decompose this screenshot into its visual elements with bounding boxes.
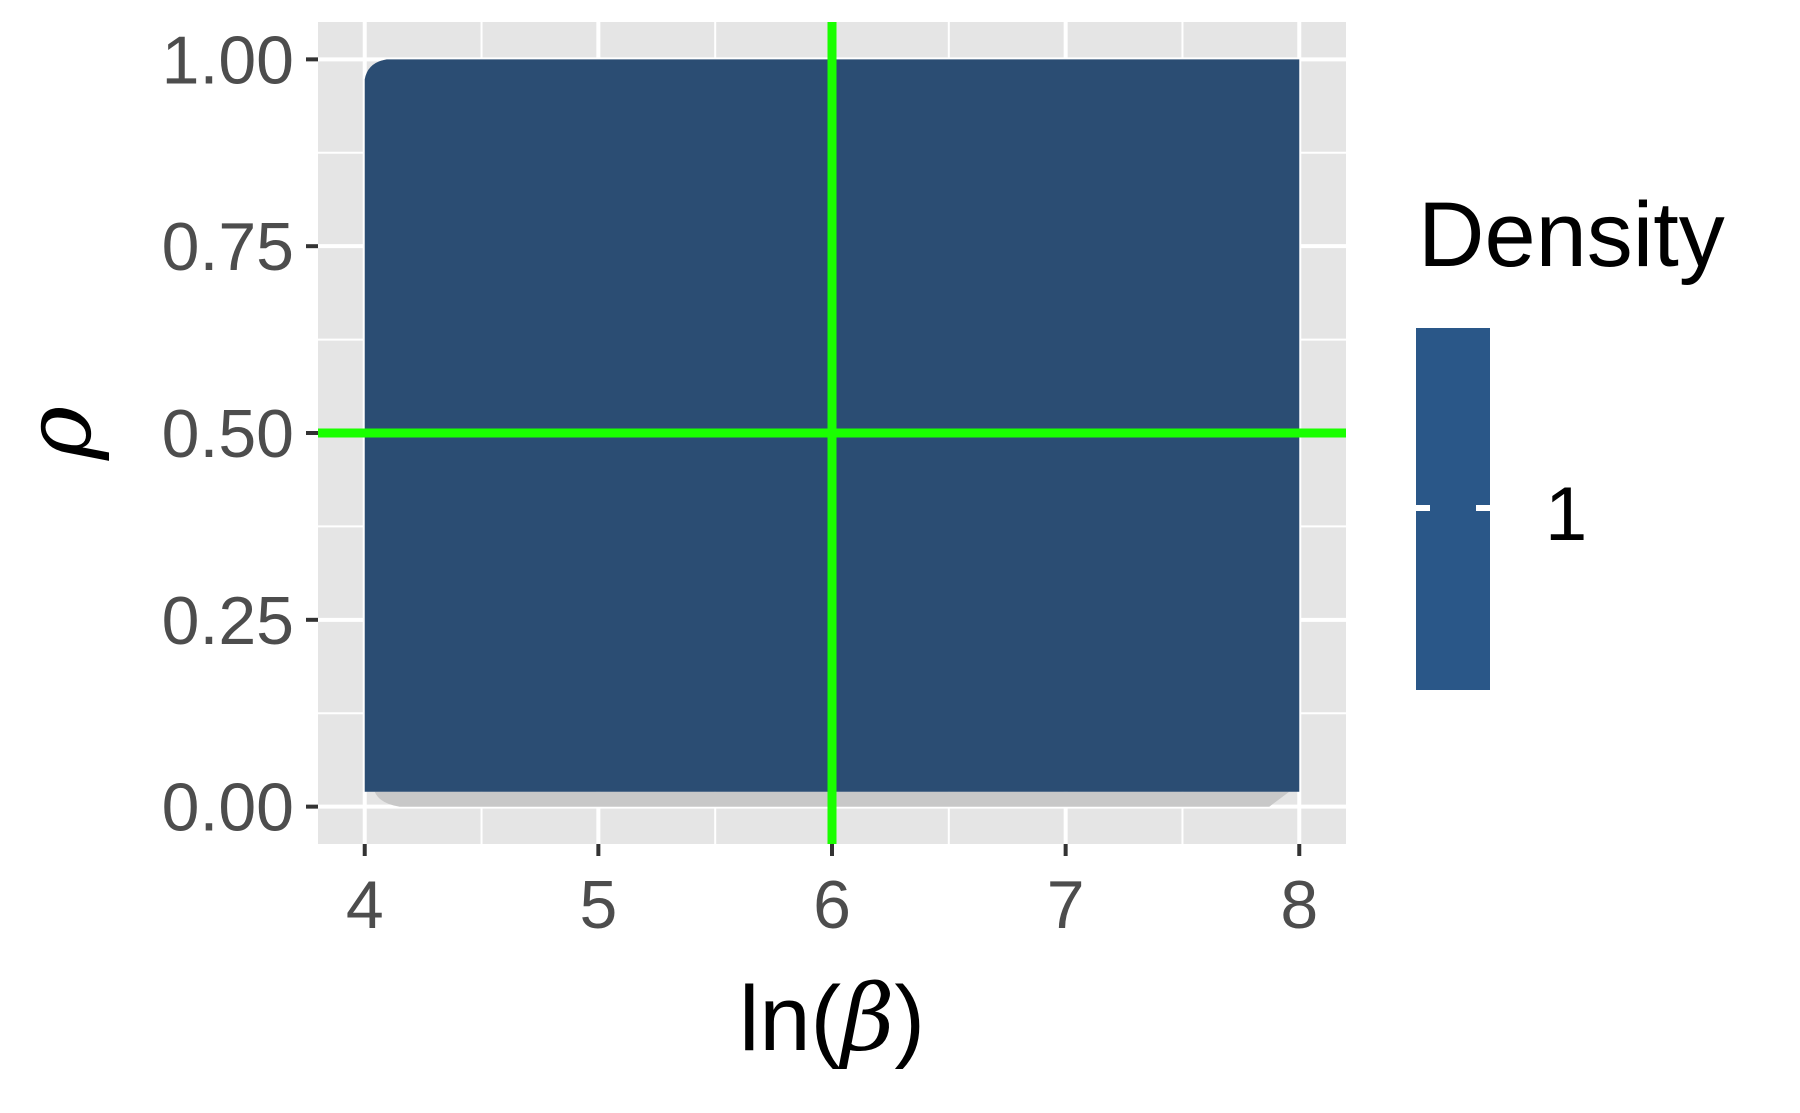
- y-axis-ticks: 0.00 0.25 0.50 0.75 1.00: [162, 22, 318, 846]
- y-tick-label: 0.25: [162, 583, 294, 659]
- legend-title: Density: [1418, 184, 1725, 286]
- y-tick-label: 0.50: [162, 396, 294, 472]
- x-tick-label: 6: [813, 867, 851, 943]
- y-tick-label: 0.00: [162, 770, 294, 846]
- x-tick-label: 7: [1047, 867, 1085, 943]
- y-axis-title: ρ: [5, 406, 112, 461]
- legend-label: 1: [1545, 472, 1587, 557]
- x-axis-title: ln(β): [739, 965, 925, 1072]
- y-tick-label: 1.00: [162, 22, 294, 98]
- x-tick-label: 5: [579, 867, 617, 943]
- x-tick-label: 8: [1280, 867, 1318, 943]
- x-tick-label: 4: [346, 867, 384, 943]
- x-axis-title-prefix: ln(: [739, 968, 842, 1070]
- y-tick-label: 0.75: [162, 209, 294, 285]
- x-axis-title-symbol: β: [838, 965, 894, 1072]
- x-axis-title-suffix: ): [894, 968, 925, 1070]
- x-axis-ticks: 4 5 6 7 8: [346, 844, 1318, 943]
